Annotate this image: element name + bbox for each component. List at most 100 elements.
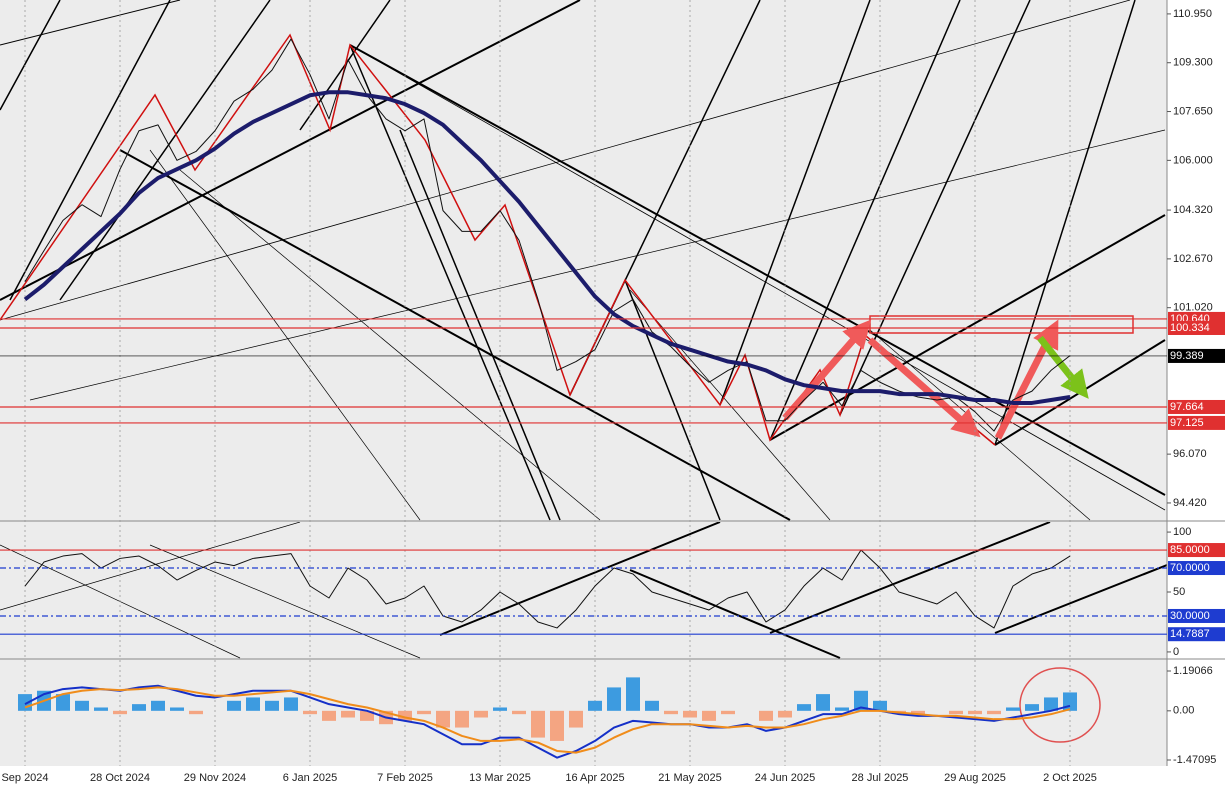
histogram-bar bbox=[607, 687, 621, 711]
trendlines bbox=[0, 0, 1166, 521]
histogram-bar bbox=[911, 710, 925, 715]
x-tick-label: 24 Jun 2025 bbox=[755, 772, 816, 784]
y-tick-label: 109.300 bbox=[1173, 57, 1213, 69]
histogram-bar bbox=[987, 710, 1001, 715]
y-tick-label: 107.650 bbox=[1173, 105, 1213, 117]
series-line bbox=[24, 686, 1071, 754]
y-tick-label: 101.020 bbox=[1173, 302, 1213, 314]
histogram-bar bbox=[246, 697, 260, 711]
level-label-box bbox=[1168, 627, 1225, 642]
y-tick-label: 102.670 bbox=[1173, 253, 1213, 265]
y-tick-label: 110.950 bbox=[1173, 8, 1212, 20]
y-tick-label: 104.320 bbox=[1173, 204, 1213, 216]
level-label: 99.389 bbox=[1170, 350, 1204, 362]
y-tick-label: 0 bbox=[1173, 646, 1179, 658]
histogram-bar bbox=[873, 700, 887, 711]
histogram-bar bbox=[455, 710, 469, 728]
histogram-bar bbox=[132, 704, 146, 711]
histogram-bar bbox=[360, 710, 374, 721]
histogram-bar bbox=[1025, 704, 1039, 711]
histogram-bar bbox=[151, 700, 165, 711]
y-tick-label: 0.00 bbox=[1173, 705, 1194, 717]
arrows bbox=[782, 319, 1089, 440]
x-tick-label: 28 Oct 2024 bbox=[90, 772, 150, 784]
level-label-box bbox=[1168, 608, 1225, 623]
histogram-bar bbox=[778, 710, 792, 718]
plot-background bbox=[0, 0, 1167, 766]
histogram-bar bbox=[949, 710, 963, 715]
histogram-bar bbox=[816, 694, 830, 711]
x-tick-label: Sep 2024 bbox=[1, 772, 48, 784]
histogram-bar bbox=[588, 700, 602, 711]
x-tick-label: 6 Jan 2025 bbox=[283, 772, 337, 784]
histogram-bar bbox=[56, 694, 70, 711]
level-label: 97.664 bbox=[1170, 401, 1204, 413]
histogram-bar bbox=[474, 710, 488, 718]
histogram-bar bbox=[512, 710, 526, 715]
histogram-bar bbox=[702, 710, 716, 721]
histogram-bar bbox=[569, 710, 583, 728]
x-tick-label: 13 Mar 2025 bbox=[469, 772, 531, 784]
x-tick-label: 21 May 2025 bbox=[658, 772, 722, 784]
histogram-bar bbox=[170, 707, 184, 711]
y-tick-label: 96.070 bbox=[1173, 448, 1207, 460]
histogram-bar bbox=[854, 690, 868, 711]
level-label: 85.0000 bbox=[1170, 544, 1210, 556]
x-tick-label: 7 Feb 2025 bbox=[377, 772, 433, 784]
histogram-bar bbox=[721, 710, 735, 715]
series-line bbox=[23, 90, 1071, 405]
series-line bbox=[24, 38, 1071, 432]
pane bbox=[18, 677, 1077, 759]
y-tick-label: 106.000 bbox=[1173, 154, 1213, 166]
histogram-bar bbox=[341, 710, 355, 718]
x-tick-label: 16 Apr 2025 bbox=[565, 772, 624, 784]
histogram-bar bbox=[759, 710, 773, 721]
histogram-bar bbox=[94, 707, 108, 711]
pane bbox=[23, 38, 1071, 432]
y-tick-label: 100 bbox=[1173, 526, 1191, 538]
y-tick-label: -1.47095 bbox=[1173, 754, 1216, 766]
y-tick-label: 94.420 bbox=[1173, 497, 1207, 509]
histogram-bar bbox=[417, 710, 431, 715]
histogram-bar bbox=[322, 710, 336, 721]
level-label: 14.7887 bbox=[1170, 628, 1210, 640]
histogram-bar bbox=[284, 697, 298, 711]
histogram-bar bbox=[113, 710, 127, 715]
histogram-bar bbox=[1044, 697, 1058, 711]
series-line bbox=[24, 549, 1071, 629]
series-line bbox=[24, 684, 1071, 759]
zigzag bbox=[0, 33, 996, 446]
level-label-box bbox=[1168, 348, 1225, 363]
level-label-box bbox=[1168, 415, 1225, 430]
histogram-bar bbox=[664, 710, 678, 715]
highlight-circle bbox=[1019, 667, 1101, 743]
level-label: 70.0000 bbox=[1170, 562, 1210, 574]
histogram-bar bbox=[265, 700, 279, 711]
histogram-bar bbox=[303, 710, 317, 715]
level-label: 30.0000 bbox=[1170, 610, 1210, 622]
histogram-bar bbox=[493, 707, 507, 711]
level-label: 97.125 bbox=[1170, 417, 1204, 429]
histogram-bar bbox=[531, 710, 545, 738]
histogram-bar bbox=[968, 710, 982, 715]
x-tick-label: 28 Jul 2025 bbox=[852, 772, 909, 784]
level-label-box bbox=[1168, 399, 1225, 414]
y-tick-label: 1.19066 bbox=[1173, 665, 1213, 677]
level-label-box bbox=[1168, 320, 1225, 335]
histogram-bar bbox=[227, 700, 241, 711]
y-tick-label: 50 bbox=[1173, 586, 1185, 598]
x-tick-label: 29 Aug 2025 bbox=[944, 772, 1006, 784]
level-label-box bbox=[1168, 543, 1225, 558]
histogram-bar bbox=[626, 677, 640, 711]
x-tick-label: 2 Oct 2025 bbox=[1043, 772, 1097, 784]
pane bbox=[24, 549, 1071, 629]
histogram-bar bbox=[683, 710, 697, 718]
histogram-bar bbox=[645, 700, 659, 711]
histogram-bar bbox=[398, 710, 412, 721]
x-tick-label: 29 Nov 2024 bbox=[184, 772, 246, 784]
histogram-bar bbox=[550, 710, 564, 741]
histogram-bar bbox=[75, 700, 89, 711]
histogram-bar bbox=[189, 710, 203, 715]
